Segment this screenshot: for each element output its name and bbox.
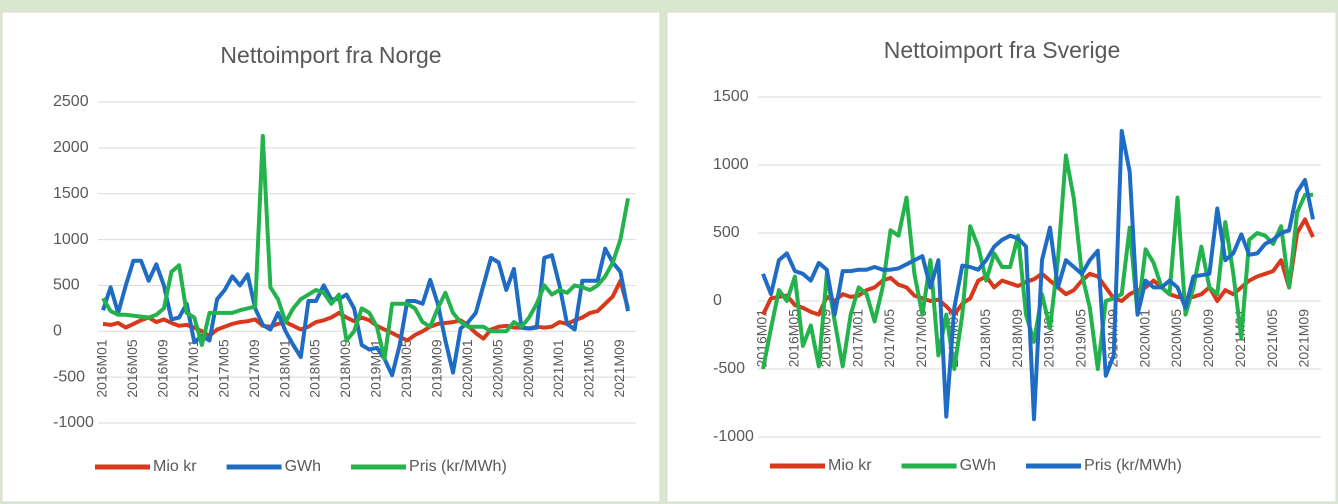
x-tick-label: 2017M01 bbox=[849, 309, 865, 368]
legend-label: Mio kr bbox=[153, 458, 197, 475]
x-tick-label: 2016M05 bbox=[786, 309, 802, 368]
x-tick-label: 2021M01 bbox=[550, 339, 566, 398]
y-tick-label: 500 bbox=[53, 277, 80, 294]
y-tick-label: 2500 bbox=[53, 93, 89, 110]
y-tick-label: -1000 bbox=[713, 428, 754, 445]
x-tick-label: 2017M09 bbox=[913, 309, 929, 368]
legend-label: Pris (kr/MWh) bbox=[1084, 457, 1182, 474]
y-tick-label: -500 bbox=[713, 360, 745, 377]
y-tick-label: 0 bbox=[713, 292, 722, 309]
x-tick-label: 2019M05 bbox=[398, 339, 414, 398]
x-tick-label: 2019M01 bbox=[1041, 309, 1057, 368]
x-tick-label: 2020M05 bbox=[1168, 309, 1184, 368]
x-tick-label: 2020M09 bbox=[520, 339, 536, 398]
legend-label: Pris (kr/MWh) bbox=[409, 458, 507, 475]
panel bbox=[666, 11, 1337, 503]
x-tick-label: 2019M05 bbox=[1073, 309, 1089, 368]
x-tick-label: 2018M09 bbox=[337, 339, 353, 398]
x-tick-label: 2018M05 bbox=[977, 309, 993, 368]
x-tick-label: 2016M05 bbox=[124, 339, 140, 398]
x-tick-label: 2021M09 bbox=[1296, 309, 1312, 368]
x-tick-label: 2019M09 bbox=[428, 339, 444, 398]
x-tick-label: 2018M05 bbox=[307, 339, 323, 398]
y-tick-label: 500 bbox=[713, 224, 740, 241]
x-tick-label: 2021M05 bbox=[1264, 309, 1280, 368]
legend-label: GWh bbox=[960, 457, 996, 474]
y-tick-label: 1500 bbox=[53, 185, 89, 202]
y-tick-label: -1000 bbox=[53, 414, 94, 431]
panel bbox=[1, 11, 661, 503]
x-tick-label: 2021M09 bbox=[611, 339, 627, 398]
x-tick-label: 2016M09 bbox=[155, 339, 171, 398]
y-tick-label: 1000 bbox=[713, 156, 749, 173]
x-tick-label: 2021M05 bbox=[581, 339, 597, 398]
y-tick-label: -500 bbox=[53, 368, 85, 385]
legend-label: GWh bbox=[285, 458, 321, 475]
x-tick-label: 2020M01 bbox=[459, 339, 475, 398]
x-tick-label: 2020M09 bbox=[1200, 309, 1216, 368]
x-tick-label: 2017M05 bbox=[881, 309, 897, 368]
series-line bbox=[761, 129, 1315, 422]
top-band bbox=[0, 0, 1338, 12]
chart-title: Nettoimport fra Norge bbox=[220, 42, 441, 68]
y-tick-label: 2000 bbox=[53, 139, 89, 156]
x-tick-label: 2018M09 bbox=[1009, 309, 1025, 368]
x-tick-label: 2020M01 bbox=[1136, 309, 1152, 368]
y-tick-label: 1000 bbox=[53, 231, 89, 248]
x-tick-label: 2018M01 bbox=[276, 339, 292, 398]
x-tick-label: 2017M01 bbox=[185, 339, 201, 398]
y-tick-label: 0 bbox=[53, 323, 62, 340]
series-line bbox=[101, 133, 630, 361]
x-tick-label: 2020M05 bbox=[489, 339, 505, 398]
x-tick-label: 2016M01 bbox=[94, 339, 110, 398]
x-tick-label: 2017M09 bbox=[246, 339, 262, 398]
chart-title: Nettoimport fra Sverige bbox=[884, 37, 1120, 63]
y-tick-label: 1500 bbox=[713, 88, 749, 105]
legend-label: Mio kr bbox=[828, 457, 872, 474]
x-tick-label: 2017M05 bbox=[215, 339, 231, 398]
